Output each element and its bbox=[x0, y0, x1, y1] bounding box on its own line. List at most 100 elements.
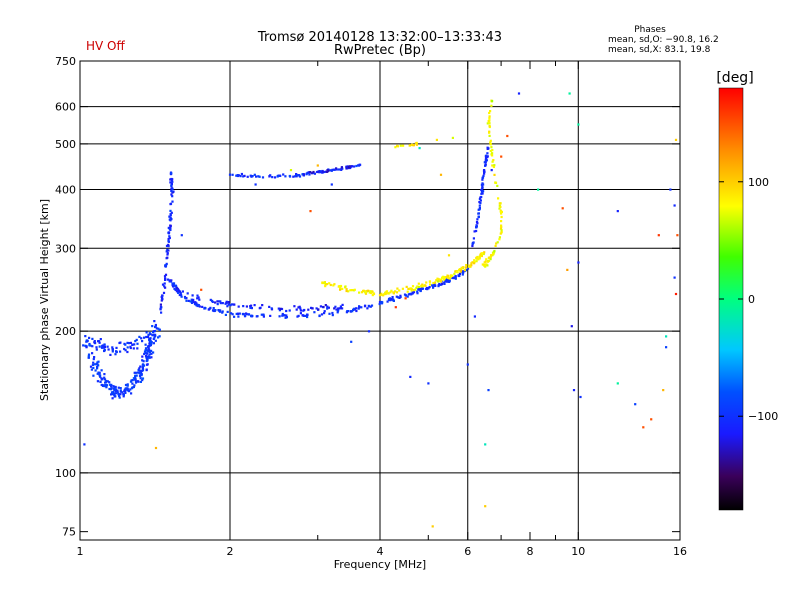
echo-point bbox=[98, 341, 101, 344]
echo-point bbox=[389, 291, 392, 294]
echo-point bbox=[150, 356, 153, 359]
echo-point bbox=[448, 277, 451, 280]
echo-point bbox=[231, 313, 234, 316]
echo-point bbox=[133, 384, 136, 387]
echo-point bbox=[124, 387, 127, 390]
echo-point bbox=[358, 291, 361, 294]
echo-point bbox=[103, 345, 106, 349]
echo-point bbox=[173, 284, 176, 287]
echo-point bbox=[98, 345, 101, 348]
echo-point bbox=[146, 359, 149, 362]
echo-point bbox=[250, 307, 253, 310]
echo-point bbox=[133, 371, 136, 374]
echo-point bbox=[172, 285, 175, 288]
echo-point bbox=[88, 342, 91, 346]
echo-point bbox=[484, 443, 487, 446]
echo-point bbox=[673, 204, 676, 207]
echo-point bbox=[268, 175, 271, 178]
echo-point bbox=[500, 231, 503, 234]
echo-point bbox=[325, 283, 329, 286]
echo-point bbox=[492, 165, 495, 168]
echo-point bbox=[366, 289, 369, 293]
echo-point bbox=[383, 293, 386, 296]
echo-point bbox=[262, 315, 265, 318]
echo-point bbox=[118, 396, 121, 399]
echo-point bbox=[435, 279, 438, 282]
echo-point bbox=[93, 340, 96, 343]
echo-point bbox=[445, 278, 448, 281]
echo-point bbox=[201, 305, 204, 308]
echo-point bbox=[445, 280, 448, 283]
echo-point bbox=[499, 227, 503, 230]
echo-point bbox=[131, 379, 134, 382]
echo-point bbox=[193, 301, 196, 304]
echo-point bbox=[87, 353, 91, 356]
echo-point bbox=[114, 389, 117, 393]
echo-point bbox=[326, 305, 329, 308]
y-tick-label: 100 bbox=[55, 467, 76, 480]
echo-point bbox=[434, 281, 437, 284]
echo-point bbox=[470, 262, 473, 265]
echo-point bbox=[278, 309, 281, 312]
echo-point bbox=[406, 290, 409, 293]
echo-point bbox=[317, 308, 320, 311]
echo-point bbox=[339, 284, 343, 288]
echo-point bbox=[390, 297, 393, 301]
echo-point bbox=[338, 285, 341, 288]
echo-point bbox=[310, 306, 313, 309]
echo-point bbox=[322, 170, 325, 173]
echo-point bbox=[302, 173, 305, 176]
echo-point bbox=[337, 309, 340, 312]
echo-point bbox=[114, 392, 117, 395]
echo-point bbox=[138, 374, 142, 378]
echo-point bbox=[309, 210, 312, 213]
echo-point bbox=[155, 327, 158, 330]
echo-point bbox=[358, 164, 361, 167]
echo-point bbox=[260, 313, 263, 316]
echo-point bbox=[171, 200, 174, 203]
y-tick-label: 200 bbox=[55, 325, 76, 338]
echo-point bbox=[488, 131, 491, 134]
echo-point bbox=[185, 299, 188, 302]
echo-point bbox=[493, 173, 496, 176]
echo-point bbox=[226, 305, 229, 308]
echo-point bbox=[148, 332, 151, 335]
echo-point bbox=[340, 166, 343, 169]
echo-point bbox=[484, 263, 487, 267]
echo-point bbox=[167, 226, 170, 229]
echo-point bbox=[114, 395, 117, 398]
echo-point bbox=[134, 378, 137, 381]
echo-point bbox=[165, 250, 168, 253]
echo-point bbox=[483, 251, 486, 254]
echo-point bbox=[141, 377, 145, 380]
echo-point bbox=[209, 298, 212, 301]
echo-point bbox=[496, 184, 499, 187]
echo-point bbox=[139, 369, 142, 372]
echo-point bbox=[340, 167, 343, 170]
echo-point bbox=[412, 291, 416, 294]
echo-point bbox=[662, 389, 665, 392]
echo-point bbox=[298, 175, 302, 178]
echo-point bbox=[500, 224, 503, 227]
echo-point bbox=[345, 288, 348, 291]
echo-point bbox=[318, 314, 321, 318]
echo-point bbox=[476, 256, 479, 259]
echo-point bbox=[347, 290, 350, 293]
echo-point bbox=[126, 346, 129, 349]
echo-point bbox=[108, 383, 111, 386]
echo-point bbox=[478, 201, 481, 204]
echo-point bbox=[277, 307, 280, 310]
echo-point bbox=[148, 348, 151, 351]
echo-point bbox=[488, 117, 491, 120]
echo-point bbox=[144, 352, 147, 355]
echo-point bbox=[478, 257, 481, 260]
echo-point bbox=[270, 307, 273, 310]
echo-point bbox=[276, 175, 279, 178]
echo-point bbox=[313, 172, 316, 175]
echo-point bbox=[111, 392, 114, 396]
echo-point bbox=[159, 303, 162, 306]
echo-point bbox=[207, 308, 211, 311]
echo-point bbox=[196, 304, 199, 308]
echo-point bbox=[141, 366, 144, 369]
echo-point bbox=[336, 311, 339, 314]
